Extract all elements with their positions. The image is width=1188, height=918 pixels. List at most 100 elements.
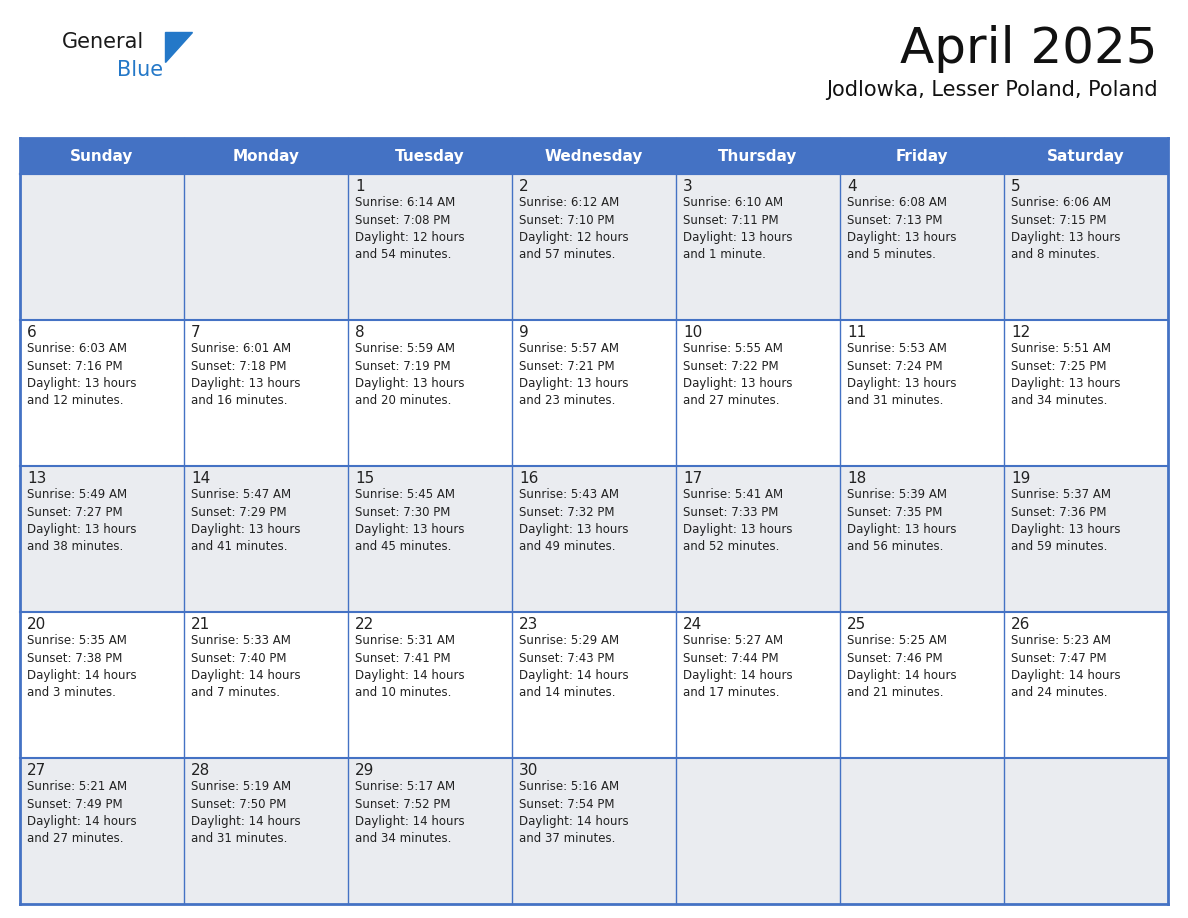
Text: Wednesday: Wednesday — [545, 149, 643, 163]
Bar — [20, 320, 184, 466]
Text: Sunrise: 5:39 AM
Sunset: 7:35 PM
Daylight: 13 hours
and 56 minutes.: Sunrise: 5:39 AM Sunset: 7:35 PM Dayligh… — [847, 488, 956, 554]
Text: Sunrise: 5:31 AM
Sunset: 7:41 PM
Daylight: 14 hours
and 10 minutes.: Sunrise: 5:31 AM Sunset: 7:41 PM Dayligh… — [355, 634, 465, 700]
Text: Sunrise: 5:51 AM
Sunset: 7:25 PM
Daylight: 13 hours
and 34 minutes.: Sunrise: 5:51 AM Sunset: 7:25 PM Dayligh… — [1011, 342, 1120, 408]
Bar — [840, 174, 1004, 320]
Text: 25: 25 — [847, 617, 866, 632]
Text: 18: 18 — [847, 471, 866, 486]
Text: 19: 19 — [1011, 471, 1030, 486]
Bar — [840, 758, 1004, 904]
Bar — [1004, 758, 1168, 904]
Text: Sunrise: 5:55 AM
Sunset: 7:22 PM
Daylight: 13 hours
and 27 minutes.: Sunrise: 5:55 AM Sunset: 7:22 PM Dayligh… — [683, 342, 792, 408]
Text: Sunrise: 5:45 AM
Sunset: 7:30 PM
Daylight: 13 hours
and 45 minutes.: Sunrise: 5:45 AM Sunset: 7:30 PM Dayligh… — [355, 488, 465, 554]
Text: 12: 12 — [1011, 325, 1030, 340]
Text: 14: 14 — [191, 471, 210, 486]
Bar — [512, 320, 676, 466]
Bar — [184, 758, 348, 904]
Text: 13: 13 — [27, 471, 46, 486]
Text: 4: 4 — [847, 179, 857, 194]
Bar — [1004, 138, 1168, 174]
Text: 17: 17 — [683, 471, 702, 486]
Text: Sunrise: 6:03 AM
Sunset: 7:16 PM
Daylight: 13 hours
and 12 minutes.: Sunrise: 6:03 AM Sunset: 7:16 PM Dayligh… — [27, 342, 137, 408]
Text: 30: 30 — [519, 763, 538, 778]
Bar — [676, 174, 840, 320]
Bar — [512, 612, 676, 758]
Text: April 2025: April 2025 — [901, 25, 1158, 73]
Text: 2: 2 — [519, 179, 529, 194]
Text: Sunrise: 5:23 AM
Sunset: 7:47 PM
Daylight: 14 hours
and 24 minutes.: Sunrise: 5:23 AM Sunset: 7:47 PM Dayligh… — [1011, 634, 1120, 700]
Text: Sunrise: 5:29 AM
Sunset: 7:43 PM
Daylight: 14 hours
and 14 minutes.: Sunrise: 5:29 AM Sunset: 7:43 PM Dayligh… — [519, 634, 628, 700]
Text: 27: 27 — [27, 763, 46, 778]
Text: 22: 22 — [355, 617, 374, 632]
Bar — [512, 174, 676, 320]
Text: 28: 28 — [191, 763, 210, 778]
Text: Sunrise: 5:27 AM
Sunset: 7:44 PM
Daylight: 14 hours
and 17 minutes.: Sunrise: 5:27 AM Sunset: 7:44 PM Dayligh… — [683, 634, 792, 700]
Bar — [184, 138, 348, 174]
Bar — [184, 174, 348, 320]
Text: Sunrise: 6:08 AM
Sunset: 7:13 PM
Daylight: 13 hours
and 5 minutes.: Sunrise: 6:08 AM Sunset: 7:13 PM Dayligh… — [847, 196, 956, 262]
Text: Blue: Blue — [116, 60, 163, 80]
Bar — [676, 138, 840, 174]
Text: 16: 16 — [519, 471, 538, 486]
Bar — [348, 138, 512, 174]
Bar — [840, 138, 1004, 174]
Bar — [20, 466, 184, 612]
Bar — [1004, 612, 1168, 758]
Bar — [840, 466, 1004, 612]
Text: Sunrise: 5:33 AM
Sunset: 7:40 PM
Daylight: 14 hours
and 7 minutes.: Sunrise: 5:33 AM Sunset: 7:40 PM Dayligh… — [191, 634, 301, 700]
Text: Sunrise: 5:47 AM
Sunset: 7:29 PM
Daylight: 13 hours
and 41 minutes.: Sunrise: 5:47 AM Sunset: 7:29 PM Dayligh… — [191, 488, 301, 554]
Text: Sunrise: 6:10 AM
Sunset: 7:11 PM
Daylight: 13 hours
and 1 minute.: Sunrise: 6:10 AM Sunset: 7:11 PM Dayligh… — [683, 196, 792, 262]
Bar — [840, 320, 1004, 466]
Bar — [676, 758, 840, 904]
Text: 7: 7 — [191, 325, 201, 340]
Bar — [184, 612, 348, 758]
Text: Sunrise: 5:19 AM
Sunset: 7:50 PM
Daylight: 14 hours
and 31 minutes.: Sunrise: 5:19 AM Sunset: 7:50 PM Dayligh… — [191, 780, 301, 845]
Text: 23: 23 — [519, 617, 538, 632]
Text: Sunrise: 5:57 AM
Sunset: 7:21 PM
Daylight: 13 hours
and 23 minutes.: Sunrise: 5:57 AM Sunset: 7:21 PM Dayligh… — [519, 342, 628, 408]
Text: 29: 29 — [355, 763, 374, 778]
Bar — [20, 758, 184, 904]
Text: 11: 11 — [847, 325, 866, 340]
Text: Monday: Monday — [233, 149, 299, 163]
Text: 9: 9 — [519, 325, 529, 340]
Text: Sunday: Sunday — [70, 149, 134, 163]
Text: Sunrise: 5:59 AM
Sunset: 7:19 PM
Daylight: 13 hours
and 20 minutes.: Sunrise: 5:59 AM Sunset: 7:19 PM Dayligh… — [355, 342, 465, 408]
Bar — [512, 466, 676, 612]
Bar — [676, 320, 840, 466]
Text: Sunrise: 5:17 AM
Sunset: 7:52 PM
Daylight: 14 hours
and 34 minutes.: Sunrise: 5:17 AM Sunset: 7:52 PM Dayligh… — [355, 780, 465, 845]
Bar — [512, 758, 676, 904]
Text: 5: 5 — [1011, 179, 1020, 194]
Text: Sunrise: 5:16 AM
Sunset: 7:54 PM
Daylight: 14 hours
and 37 minutes.: Sunrise: 5:16 AM Sunset: 7:54 PM Dayligh… — [519, 780, 628, 845]
Bar — [676, 612, 840, 758]
Text: Sunrise: 5:53 AM
Sunset: 7:24 PM
Daylight: 13 hours
and 31 minutes.: Sunrise: 5:53 AM Sunset: 7:24 PM Dayligh… — [847, 342, 956, 408]
Text: 10: 10 — [683, 325, 702, 340]
Text: 3: 3 — [683, 179, 693, 194]
Bar — [1004, 466, 1168, 612]
Bar — [20, 612, 184, 758]
Bar — [348, 612, 512, 758]
Text: Sunrise: 5:25 AM
Sunset: 7:46 PM
Daylight: 14 hours
and 21 minutes.: Sunrise: 5:25 AM Sunset: 7:46 PM Dayligh… — [847, 634, 956, 700]
Text: Sunrise: 6:12 AM
Sunset: 7:10 PM
Daylight: 12 hours
and 57 minutes.: Sunrise: 6:12 AM Sunset: 7:10 PM Dayligh… — [519, 196, 628, 262]
Text: General: General — [62, 32, 144, 52]
Bar — [1004, 174, 1168, 320]
Bar — [348, 758, 512, 904]
Text: Saturday: Saturday — [1047, 149, 1125, 163]
Text: 20: 20 — [27, 617, 46, 632]
Text: 24: 24 — [683, 617, 702, 632]
Bar — [184, 466, 348, 612]
Bar — [184, 320, 348, 466]
Bar — [348, 174, 512, 320]
Text: 6: 6 — [27, 325, 37, 340]
Polygon shape — [165, 32, 192, 62]
Text: Sunrise: 6:14 AM
Sunset: 7:08 PM
Daylight: 12 hours
and 54 minutes.: Sunrise: 6:14 AM Sunset: 7:08 PM Dayligh… — [355, 196, 465, 262]
Bar — [348, 320, 512, 466]
Text: Sunrise: 5:35 AM
Sunset: 7:38 PM
Daylight: 14 hours
and 3 minutes.: Sunrise: 5:35 AM Sunset: 7:38 PM Dayligh… — [27, 634, 137, 700]
Text: 8: 8 — [355, 325, 365, 340]
Text: Friday: Friday — [896, 149, 948, 163]
Text: Sunrise: 5:41 AM
Sunset: 7:33 PM
Daylight: 13 hours
and 52 minutes.: Sunrise: 5:41 AM Sunset: 7:33 PM Dayligh… — [683, 488, 792, 554]
Bar — [1004, 320, 1168, 466]
Bar — [676, 466, 840, 612]
Bar — [348, 466, 512, 612]
Text: Tuesday: Tuesday — [396, 149, 465, 163]
Text: Jodlowka, Lesser Poland, Poland: Jodlowka, Lesser Poland, Poland — [827, 80, 1158, 100]
Text: Sunrise: 5:49 AM
Sunset: 7:27 PM
Daylight: 13 hours
and 38 minutes.: Sunrise: 5:49 AM Sunset: 7:27 PM Dayligh… — [27, 488, 137, 554]
